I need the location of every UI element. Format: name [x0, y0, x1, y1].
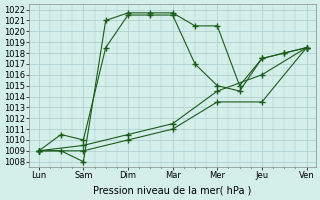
X-axis label: Pression niveau de la mer( hPa ): Pression niveau de la mer( hPa ) — [93, 186, 252, 196]
